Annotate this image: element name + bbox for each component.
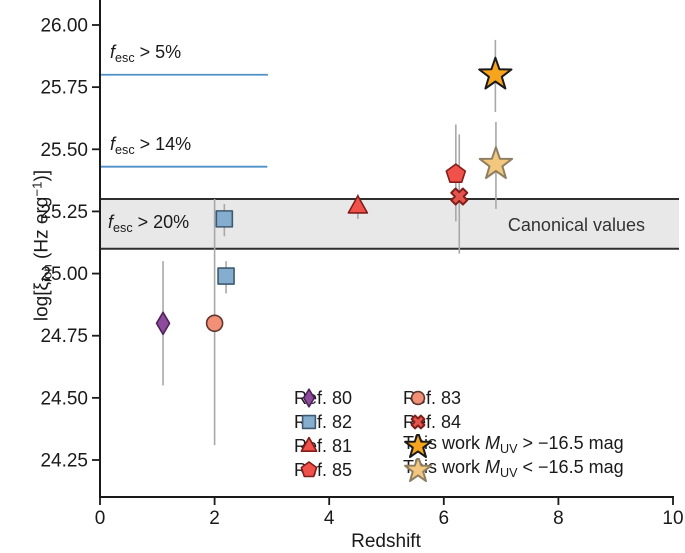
fesc-5-label: fesc > 5% [110,42,182,65]
legend-cross-glyph [410,414,426,430]
x-tick-label: 6 [439,508,450,529]
marker-ref-81-0 [347,195,369,214]
legend-item-ref-80: Ref. 80 [294,386,352,410]
y-tick-label: 25.25 [40,202,88,223]
legend-marker-pentagon-icon [300,461,318,478]
y-axis-title: log[ξion (Hz erg−1)] [29,169,55,322]
y-tick-label: 24.50 [40,388,88,409]
legend-marker-triangle-icon [300,436,318,452]
legend-marker-cross-icon [410,414,426,430]
marker-ref-84-0 [450,187,469,206]
legend-label: This work MUV < −16.5 mag [403,457,624,480]
legend-circle-glyph [410,390,426,406]
legend-pentagon-glyph [300,461,318,478]
legend-item-this-work-m-uv-16-5-mag: This work MUV < −16.5 mag [403,457,624,482]
legend-diamond-glyph [303,388,316,408]
marker-this-work-m-uv-16-5-mag-0 [478,146,514,179]
x-tick-label: 0 [95,508,106,529]
y-tick-label: 25.50 [40,140,88,161]
legend-item-ref-83: Ref. 83 [403,386,461,410]
y-tick-label: 25.75 [40,78,88,99]
marker-ref-82-0 [215,210,234,228]
legend-item-ref-81: Ref. 81 [294,434,352,458]
fesc-20-label: fesc > 20% [108,212,190,235]
y-tick-label: 24.75 [40,326,88,347]
legend-item-ref-85: Ref. 85 [294,458,352,482]
marker-this-work-m-uv-16-5-mag-0 [478,56,513,90]
y-tick-label: 25.00 [40,264,88,285]
legend-marker-circle-icon [410,390,426,406]
legend-star-glyph [404,434,432,458]
legend-square-glyph [301,414,317,430]
x-axis-title: Redshift [351,531,421,552]
legend-item-this-work-m-uv-16-5-mag: This work MUV > −16.5 mag [403,433,624,458]
y-tick-label: 24.25 [40,450,88,471]
fesc-14-label: fesc > 14% [110,134,192,157]
legend-marker-star-icon [404,434,432,458]
legend-item-ref-84: Ref. 84 [403,410,461,434]
x-tick-label: 10 [662,508,683,529]
legend-item-ref-82: Ref. 82 [294,410,352,434]
legend-triangle-glyph [300,436,318,452]
legend-marker-star-icon [404,458,432,482]
marker-ref-80-0 [155,311,171,336]
x-tick-label: 8 [553,508,564,529]
y-tick-label: 26.00 [40,16,88,37]
canonical-band [100,198,679,249]
marker-ref-83-0 [205,314,224,333]
x-tick-label: 4 [324,508,335,529]
legend-marker-square-icon [301,414,317,430]
legend-star-glyph [404,458,432,482]
x-tick-label: 2 [209,508,220,529]
marker-ref-82-1 [217,267,235,285]
legend-marker-diamond-icon [303,388,316,408]
canonical-values-label: Canonical values [507,215,645,235]
marker-ref-85-0 [445,163,467,183]
